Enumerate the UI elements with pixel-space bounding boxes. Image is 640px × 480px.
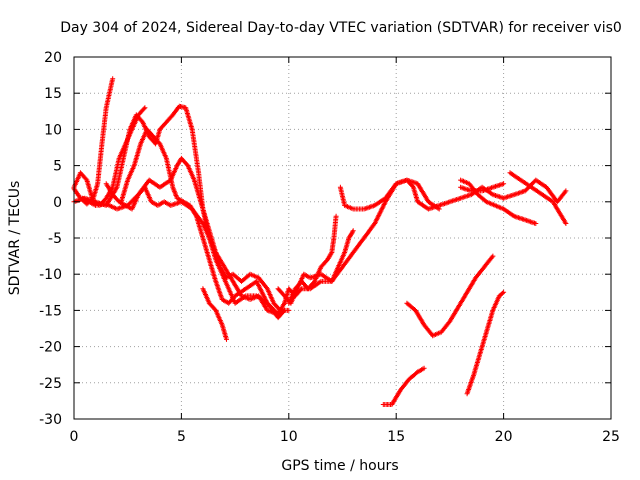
axis-ticks: 0 5 10 15 20 25 -30 -25 -20 -15 -10 -5 0 5 10 15 20 [39, 50, 620, 445]
y-tick-label: 5 [53, 159, 62, 175]
y-axis-title: SDTVAR / TECUs [7, 181, 23, 296]
x-tick-label: 20 [495, 429, 513, 445]
series-sat-o [404, 253, 496, 339]
series-markers [200, 286, 229, 342]
y-tick-label: -15 [39, 303, 62, 319]
x-tick-label: 15 [387, 429, 405, 445]
y-tick-label: 15 [44, 86, 62, 102]
y-tick-label: 10 [44, 122, 62, 138]
x-tick-label: 25 [602, 429, 620, 445]
series-sat-g [200, 286, 229, 342]
y-tick-label: -5 [48, 231, 62, 247]
series-layer [71, 76, 569, 407]
x-tick-label: 5 [177, 429, 186, 445]
y-tick-label: -10 [39, 267, 62, 283]
series-markers [103, 181, 281, 317]
series-markers [464, 289, 507, 397]
series-markers [507, 170, 569, 226]
y-tick-label: -25 [39, 376, 62, 392]
series-sat-f [103, 181, 281, 317]
series-markers [458, 181, 507, 194]
series-sat-q [464, 289, 507, 397]
chart-title: Day 304 of 2024, Sidereal Day-to-day VTE… [60, 20, 622, 36]
x-axis-title: GPS time / hours [281, 458, 398, 474]
series-sat-n [507, 170, 569, 226]
y-tick-label: 0 [53, 195, 62, 211]
series-sat-k [337, 177, 442, 212]
y-tick-label: 20 [44, 50, 62, 66]
series-markers [337, 177, 442, 212]
series-markers [286, 213, 339, 306]
series-markers [380, 365, 427, 407]
grid [74, 57, 611, 419]
series-markers [404, 253, 496, 339]
x-tick-label: 0 [70, 429, 79, 445]
y-tick-label: -20 [39, 340, 62, 356]
y-tick-label: -30 [39, 412, 62, 428]
x-tick-label: 10 [280, 429, 298, 445]
series-sat-m [458, 181, 507, 194]
series-sat-j [286, 213, 339, 306]
series-sat-p [380, 365, 427, 407]
